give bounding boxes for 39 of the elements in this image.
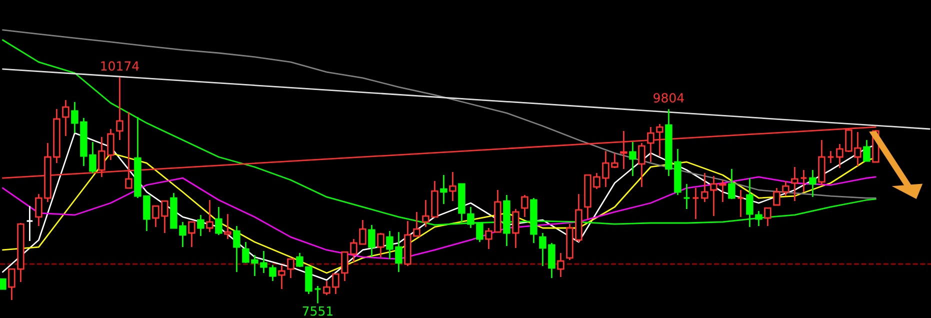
candlestick <box>863 139 870 162</box>
candlestick <box>629 141 636 177</box>
candlestick <box>269 264 276 282</box>
candlestick <box>305 266 312 295</box>
candlestick <box>692 187 700 220</box>
candlestick <box>26 205 34 242</box>
candlestick <box>116 76 124 141</box>
candlestick <box>682 183 690 210</box>
candlestick <box>620 130 628 170</box>
candlestick <box>809 169 816 198</box>
candlestick <box>0 278 6 290</box>
candlestick <box>278 264 286 290</box>
annotation: 7551 <box>302 306 332 316</box>
annotation: 9804 <box>654 93 684 103</box>
candlestick <box>521 194 528 218</box>
candlestick <box>791 166 798 202</box>
candlestick <box>368 224 376 258</box>
candlestick <box>736 189 744 218</box>
candlestick <box>206 199 214 233</box>
candlestick <box>826 150 834 164</box>
candlestick <box>800 169 808 193</box>
candlestick <box>62 99 70 137</box>
candlestick <box>314 285 322 304</box>
candlestick <box>728 168 736 200</box>
candlestick <box>701 172 708 203</box>
candlestick <box>512 208 520 249</box>
candlestick <box>197 214 204 237</box>
annotation: 10174 <box>101 61 139 71</box>
candlestick <box>188 221 196 248</box>
candlestick <box>233 225 240 273</box>
candlestick <box>224 213 232 240</box>
candlestick <box>764 207 772 227</box>
candlestick <box>287 258 294 279</box>
candlestick <box>449 171 456 202</box>
candlestick <box>557 252 564 278</box>
candlestick <box>377 232 384 258</box>
candlestick <box>215 206 222 236</box>
candlestick <box>440 174 448 205</box>
candlestick <box>296 252 304 268</box>
